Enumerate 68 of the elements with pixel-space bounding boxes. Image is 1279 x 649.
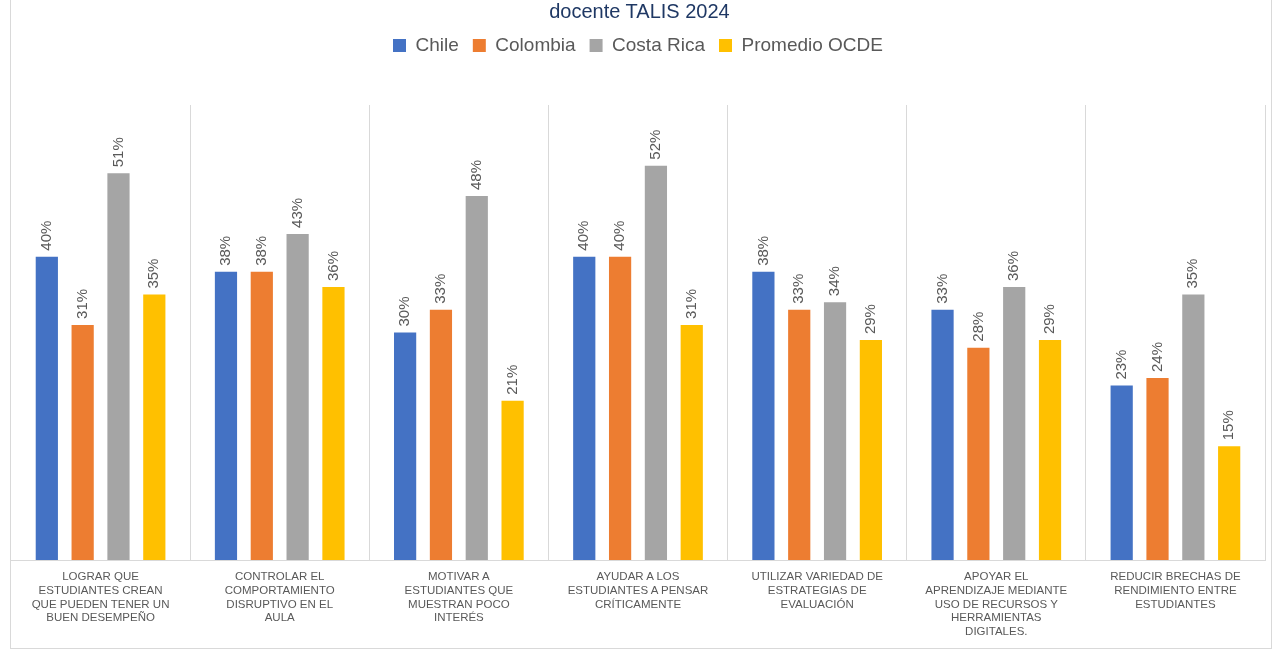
data-label: 33% (789, 273, 807, 304)
bar (859, 340, 882, 560)
data-label: 21% (502, 364, 520, 395)
legend-label: Colombia (495, 33, 577, 55)
data-label: 31% (72, 288, 90, 319)
data-label: 34% (825, 266, 843, 297)
bar (322, 287, 345, 560)
bar (107, 173, 130, 560)
data-label: 43% (287, 197, 305, 228)
bar (823, 302, 847, 560)
data-label: 35% (144, 258, 162, 289)
x-tick-label: UTILIZAR VARIEDAD DE ESTRATEGIAS DE EVALUACIÓN (751, 570, 884, 610)
data-label: 29% (1040, 304, 1058, 335)
data-label: 23% (1111, 349, 1129, 380)
x-tick-label: APOYAR EL APRENDIZAJE MEDIANTE USO DE RECURSOS Y HERRAMIENTAS DIGITALES. (925, 570, 1068, 638)
bar (608, 256, 632, 560)
bar (250, 271, 273, 560)
bar (1110, 385, 1133, 560)
bar (788, 309, 811, 560)
data-label: 52% (646, 129, 664, 160)
bar (35, 256, 58, 560)
x-tick-label: CONTROLAR EL COMPORTAMIENTO DISRUPTIVO EN EL AULA (224, 570, 335, 624)
data-label: 40% (36, 220, 54, 251)
bar (286, 233, 309, 560)
legend-label: Promedio OCDE (741, 33, 883, 55)
data-label: 38% (216, 235, 234, 266)
data-label: 40% (610, 220, 628, 251)
data-label: 29% (861, 304, 879, 335)
x-tick-label: LOGRAR QUE ESTUDIANTES CREAN QUE PUEDEN TENER UN BUEN DESEMPEÑO (31, 570, 170, 624)
x-tick-label: REDUCIR BRECHAS DE RENDIMIENTO ENTRE ESTUDIANTES (1110, 570, 1241, 610)
bar (1218, 446, 1241, 560)
data-label: 40% (574, 220, 592, 251)
legend-label: Costa Rica (612, 33, 706, 55)
data-label: 36% (323, 250, 341, 281)
data-label: 38% (753, 235, 771, 266)
bar (680, 324, 703, 560)
bar (1003, 287, 1026, 560)
bar (1038, 340, 1062, 560)
bar (967, 347, 990, 560)
data-label: 31% (681, 288, 699, 319)
bar (429, 309, 453, 560)
x-tick-label: MOTIVAR A ESTUDIANTES QUE MUESTRAN POCO INTERÉS (404, 570, 514, 624)
chart-title: docente TALIS 2024 (548, 0, 731, 22)
data-label: 28% (968, 311, 986, 342)
data-label: 35% (1183, 258, 1201, 289)
data-label: 33% (932, 273, 950, 304)
data-label: 24% (1147, 341, 1165, 372)
legend-label: Chile (415, 33, 459, 55)
x-tick-label: AYUDAR A LOS ESTUDIANTES A PENSAR CRÍTICAMENTE (567, 570, 709, 610)
data-label: 36% (1004, 250, 1022, 281)
data-label: 30% (395, 296, 413, 327)
data-label: 48% (466, 159, 484, 190)
data-label: 33% (431, 273, 449, 304)
bar (931, 309, 954, 560)
bar (465, 196, 488, 560)
data-label: 15% (1219, 410, 1237, 441)
bar (214, 271, 238, 560)
bar (394, 332, 417, 560)
bar (71, 324, 94, 560)
bar (573, 256, 596, 560)
data-label: 38% (251, 235, 269, 266)
bar (1146, 378, 1169, 560)
bar (1182, 294, 1205, 560)
bar (143, 294, 166, 560)
bar (752, 271, 775, 560)
bar (644, 165, 668, 560)
bar (501, 400, 524, 560)
data-label: 51% (108, 137, 126, 168)
